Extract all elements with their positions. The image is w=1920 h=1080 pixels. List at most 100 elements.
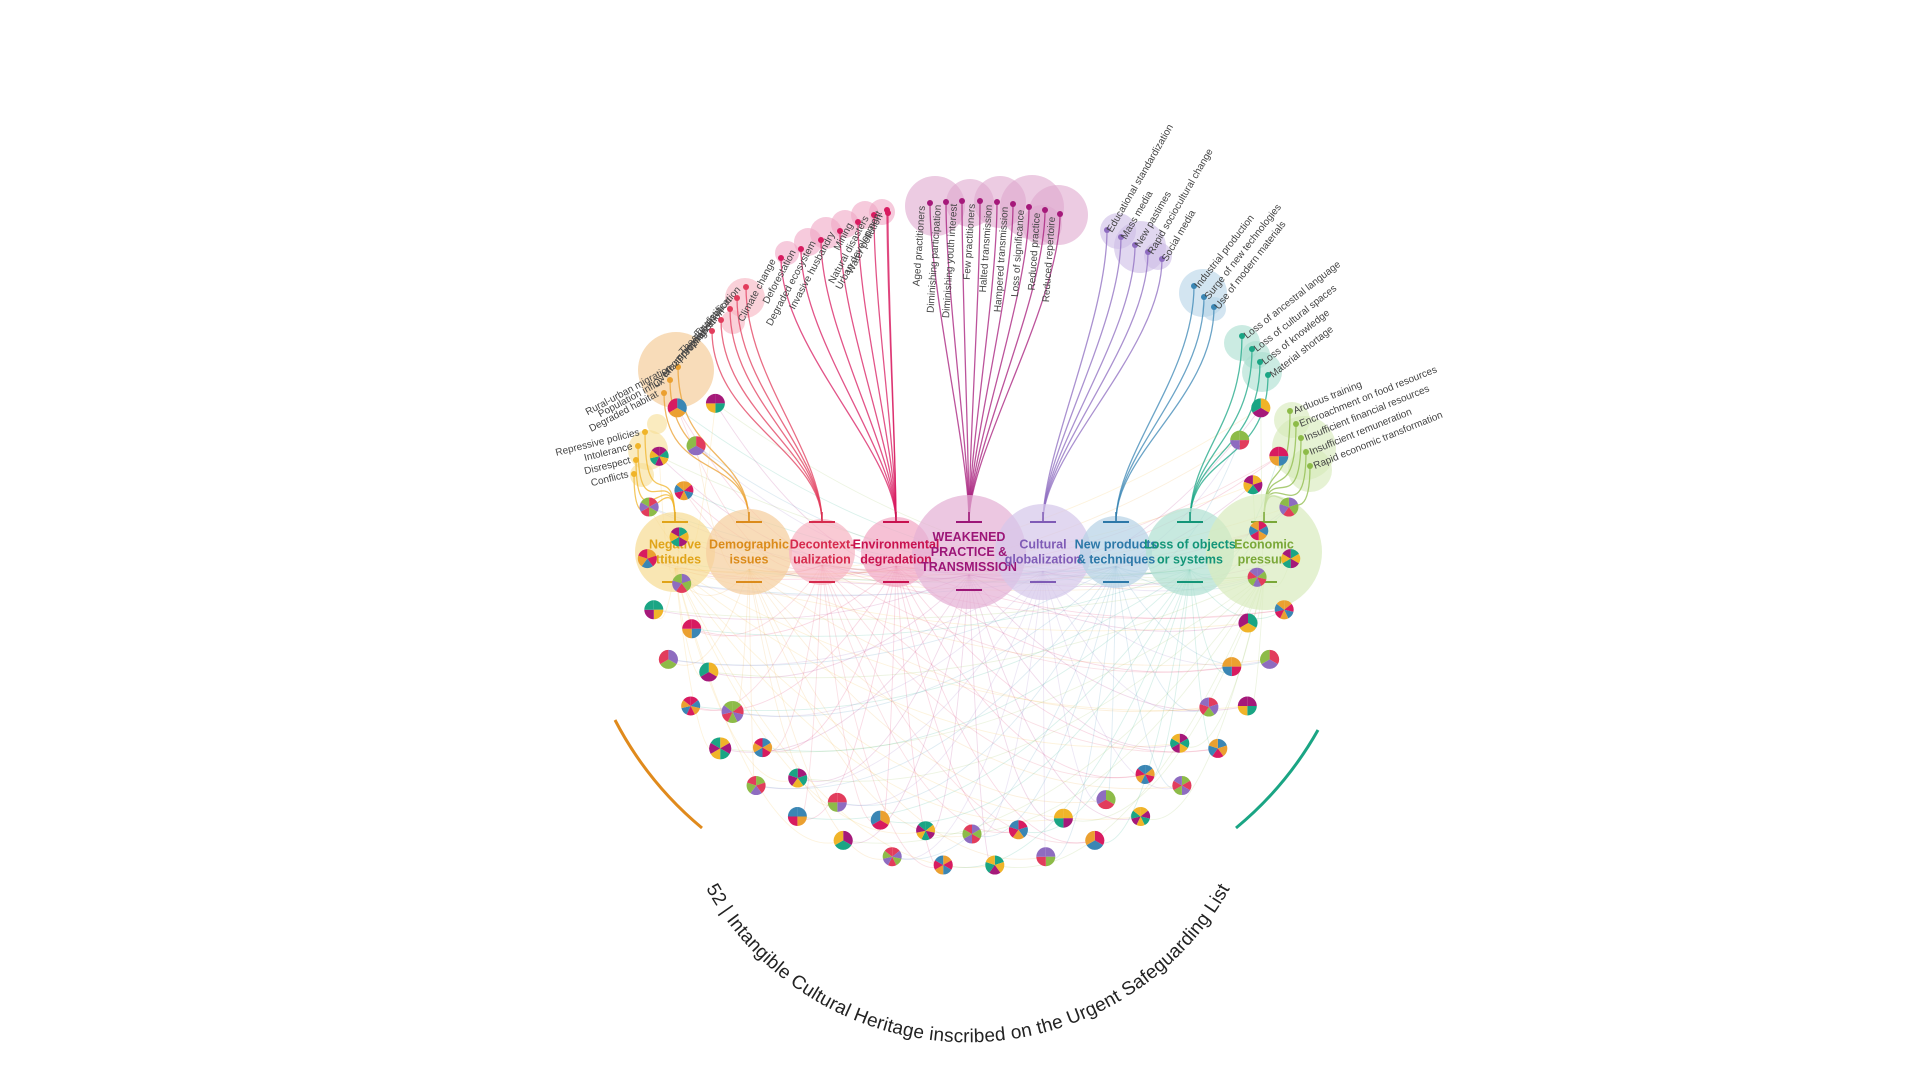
pie-slice — [637, 555, 648, 567]
element-pie[interactable] — [1208, 738, 1228, 758]
element-pie[interactable] — [985, 855, 1005, 875]
element-pie[interactable] — [1238, 613, 1258, 633]
element-link — [674, 567, 1141, 820]
pie-slice — [989, 865, 1001, 875]
pie-slice — [1282, 549, 1291, 559]
element-pie[interactable] — [1008, 820, 1028, 840]
pie-slice — [797, 807, 807, 817]
element-pie[interactable] — [682, 619, 702, 639]
threat-line — [839, 230, 897, 523]
element-pie[interactable] — [827, 792, 847, 812]
element-pie[interactable] — [639, 497, 659, 517]
element-link — [690, 569, 1191, 711]
pie-slice — [720, 748, 730, 760]
element-pie[interactable] — [1247, 567, 1267, 587]
element-link — [943, 569, 1191, 868]
element-pie[interactable] — [686, 436, 706, 456]
element-pie[interactable] — [658, 649, 678, 669]
pie-slice — [1208, 704, 1219, 715]
element-pie[interactable] — [1279, 497, 1299, 517]
element-pie[interactable] — [705, 393, 725, 413]
threat-dot — [818, 237, 824, 243]
pie-slice — [1274, 609, 1285, 619]
element-pie[interactable] — [649, 446, 669, 466]
element-pie[interactable] — [1131, 807, 1151, 826]
element-pie[interactable] — [1135, 764, 1155, 784]
element-pie[interactable] — [1085, 830, 1105, 850]
element-pie[interactable] — [1237, 696, 1257, 716]
element-pie[interactable] — [916, 821, 936, 841]
element-pie[interactable] — [667, 398, 687, 418]
element-pie[interactable] — [674, 481, 694, 501]
category-node-decontext[interactable]: Decontext-ualization — [790, 538, 855, 567]
element-pie[interactable] — [1096, 790, 1116, 810]
element-pie[interactable] — [721, 701, 744, 723]
element-pie[interactable] — [962, 824, 982, 844]
category-label-line: Cultural — [1019, 538, 1066, 552]
element-link — [732, 566, 1117, 717]
element-pie[interactable] — [1243, 475, 1263, 495]
element-pie[interactable] — [1281, 549, 1301, 569]
element-pie[interactable] — [870, 810, 890, 830]
element-pie[interactable] — [1199, 697, 1219, 717]
pie-slice — [754, 747, 763, 758]
element-pie[interactable] — [669, 527, 689, 547]
pie-slice — [720, 737, 730, 749]
element-pie[interactable] — [699, 662, 719, 682]
element-pie[interactable] — [933, 855, 953, 875]
threat-line — [968, 213, 1061, 523]
element-pie[interactable] — [1172, 776, 1192, 795]
element-pie[interactable] — [1260, 649, 1280, 669]
element-pie[interactable] — [681, 696, 701, 716]
element-pie[interactable] — [833, 830, 853, 850]
element-pie[interactable] — [709, 737, 732, 760]
pie-slice — [1283, 507, 1295, 517]
threat-dot — [1249, 346, 1255, 352]
element-pie[interactable] — [1251, 398, 1271, 418]
pie-slice — [1018, 826, 1028, 838]
pie-slice — [837, 802, 847, 812]
threat-dot — [633, 457, 639, 463]
pie-slice — [1018, 820, 1028, 830]
element-pie[interactable] — [882, 847, 902, 867]
category-node-newproducts[interactable]: New products& techniques — [1075, 538, 1158, 567]
pie-slice — [1247, 484, 1259, 495]
element-pie[interactable] — [644, 600, 664, 620]
pie-slice — [1290, 549, 1299, 559]
threat-dot — [798, 246, 804, 252]
element-link — [837, 566, 1117, 806]
pie-slice — [892, 847, 900, 857]
pie-slice — [690, 706, 700, 715]
threat-dot — [837, 228, 843, 234]
element-pie[interactable] — [672, 573, 692, 593]
element-pie[interactable] — [1269, 446, 1289, 466]
element-pie[interactable] — [1170, 733, 1190, 753]
element-link — [895, 565, 1146, 779]
pie-slice — [1231, 666, 1242, 677]
element-pie[interactable] — [787, 807, 807, 826]
pie-slice — [1096, 790, 1106, 805]
element-pie[interactable] — [1222, 657, 1242, 677]
element-pie[interactable] — [1249, 521, 1269, 541]
element-pie[interactable] — [1036, 847, 1056, 867]
element-pie[interactable] — [788, 768, 808, 788]
category-label-line: globalization — [1005, 553, 1081, 567]
element-link — [892, 566, 1117, 860]
element-pie[interactable] — [637, 549, 657, 569]
threat-dot — [977, 198, 983, 204]
element-pie[interactable] — [746, 776, 766, 796]
pie-slice — [746, 782, 757, 794]
element-pie[interactable] — [1274, 600, 1294, 620]
element-pie[interactable] — [1230, 430, 1250, 450]
element-pie[interactable] — [1053, 808, 1073, 828]
threat-line — [968, 201, 998, 523]
pie-slice — [1136, 816, 1145, 826]
element-pie[interactable] — [752, 738, 773, 758]
